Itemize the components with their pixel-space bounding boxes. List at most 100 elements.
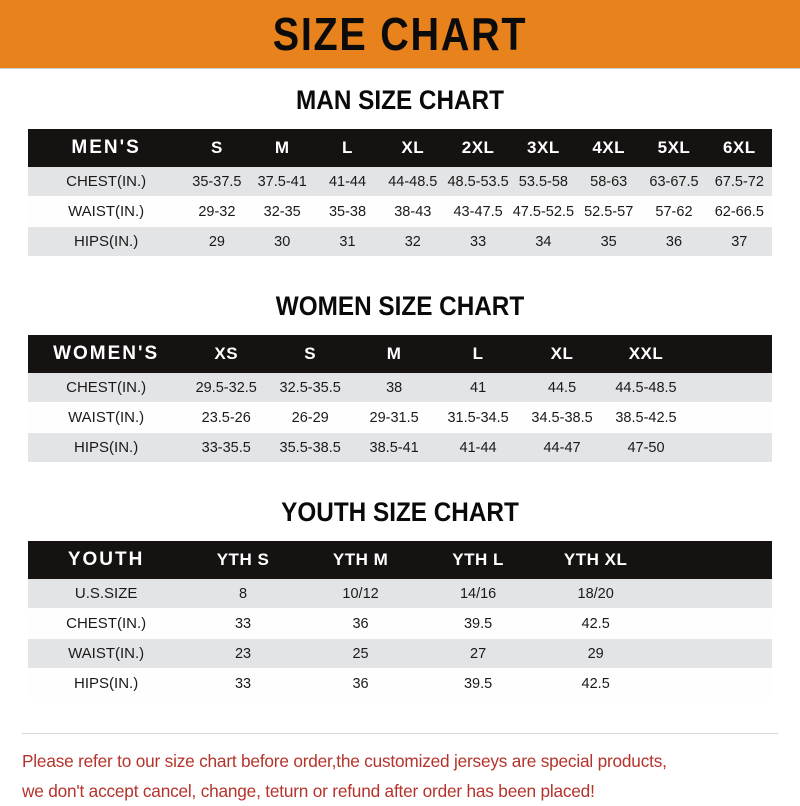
women-cell: 31.5-34.5 bbox=[436, 402, 521, 433]
men-size-header-6xl: 6XL bbox=[722, 138, 756, 157]
men-cell: 36 bbox=[641, 226, 707, 257]
women-cell: 38.5-41 bbox=[352, 432, 437, 463]
youth-section-title: YOUTH SIZE CHART bbox=[281, 497, 519, 527]
women-size-header-m: M bbox=[386, 344, 402, 363]
women-row-label: CHEST(IN.) bbox=[28, 373, 185, 403]
youth-cell-empty bbox=[654, 638, 772, 669]
men-cell: 52.5-57 bbox=[576, 196, 642, 227]
youth-cell: 27 bbox=[419, 638, 537, 669]
table-row: CHEST(IN.) 33 36 39.5 42.5 bbox=[28, 608, 772, 639]
youth-cell: 36 bbox=[301, 608, 420, 639]
table-row: HIPS(IN.) 33 36 39.5 42.5 bbox=[28, 668, 772, 699]
youth-cell: 36 bbox=[301, 668, 420, 699]
youth-size-header-yth-l: YTH L bbox=[452, 550, 504, 569]
youth-cell: 23 bbox=[184, 638, 302, 669]
youth-row-label: WAIST(IN.) bbox=[28, 638, 185, 669]
women-row-label: HIPS(IN.) bbox=[28, 432, 185, 463]
men-size-header-m: M bbox=[274, 138, 290, 157]
men-cell: 37 bbox=[706, 226, 772, 257]
youth-cell: 39.5 bbox=[419, 608, 537, 639]
women-cell-empty bbox=[687, 432, 772, 463]
youth-size-header-yth-s: YTH S bbox=[216, 550, 270, 569]
men-header-label: MEN'S bbox=[71, 137, 141, 158]
men-cell: 29 bbox=[184, 226, 250, 257]
men-cell: 43-47.5 bbox=[445, 196, 511, 227]
women-cell: 44.5 bbox=[520, 373, 605, 403]
youth-row-label: CHEST(IN.) bbox=[28, 608, 185, 639]
women-size-header-empty bbox=[687, 335, 772, 373]
women-cell: 32.5-35.5 bbox=[268, 373, 353, 403]
youth-row-label: U.S.SIZE bbox=[28, 579, 185, 609]
men-size-header-4xl: 4XL bbox=[592, 138, 626, 157]
table-row: CHEST(IN.) 35-37.5 37.5-41 41-44 44-48.5 48.5… bbox=[28, 167, 772, 197]
men-cell: 37.5-41 bbox=[249, 167, 315, 197]
men-cell: 53.5-58 bbox=[510, 167, 577, 197]
women-cell: 41 bbox=[436, 373, 521, 403]
page-banner: SIZE CHART bbox=[0, 0, 800, 69]
table-row: WAIST(IN.) 29-32 32-35 35-38 38-43 43-47.5 47.… bbox=[28, 196, 772, 227]
men-row-label: HIPS(IN.) bbox=[28, 226, 185, 257]
table-row: WAIST(IN.) 23 25 27 29 bbox=[28, 638, 772, 669]
women-size-header-s: S bbox=[304, 344, 317, 363]
men-cell: 47.5-52.5 bbox=[510, 196, 577, 227]
youth-size-header-yth-xl: YTH XL bbox=[563, 550, 628, 569]
women-size-header-xl: XL bbox=[550, 344, 574, 363]
youth-header-label: YOUTH bbox=[67, 549, 145, 570]
page-title: SIZE CHART bbox=[272, 8, 528, 60]
women-cell: 44-47 bbox=[520, 432, 605, 463]
youth-cell: 14/16 bbox=[419, 579, 537, 609]
table-row: CHEST(IN.) 29.5-32.5 32.5-35.5 38 41 44.5 44.5… bbox=[28, 373, 772, 403]
men-cell: 67.5-72 bbox=[706, 167, 772, 197]
spacer bbox=[0, 527, 800, 541]
table-row: HIPS(IN.) 29 30 31 32 33 34 35 36 37 bbox=[28, 226, 772, 257]
spacer bbox=[0, 69, 800, 85]
men-cell: 35-38 bbox=[314, 196, 381, 227]
women-size-header-xs: XS bbox=[214, 344, 239, 363]
youth-cell: 8 bbox=[184, 579, 302, 609]
youth-cell: 10/12 bbox=[301, 579, 420, 609]
men-cell: 62-66.5 bbox=[706, 196, 772, 227]
men-cell: 38-43 bbox=[380, 196, 446, 227]
footer-line-1: Please refer to our size chart before or… bbox=[22, 751, 667, 771]
men-cell: 31 bbox=[314, 226, 381, 257]
youth-table-header-row: YOUTH YTH S YTH M YTH L YTH XL bbox=[28, 541, 772, 579]
women-cell: 33-35.5 bbox=[184, 432, 269, 463]
women-row-label: WAIST(IN.) bbox=[28, 402, 185, 433]
men-cell: 63-67.5 bbox=[641, 167, 707, 197]
women-cell: 29-31.5 bbox=[352, 402, 437, 433]
men-size-header-xl: XL bbox=[401, 138, 425, 157]
youth-chart-block: YOUTH YTH S YTH M YTH L YTH XL U.S.SIZE 8 10/12… bbox=[28, 541, 772, 699]
youth-cell-empty bbox=[654, 668, 772, 699]
men-row-label: CHEST(IN.) bbox=[28, 167, 185, 197]
men-size-header-5xl: 5XL bbox=[657, 138, 691, 157]
men-size-table: MEN'S S M L XL 2XL 3XL 4XL 5XL 6XL CHEST(IN.) 35-37… bbox=[28, 129, 772, 257]
youth-cell: 18/20 bbox=[536, 579, 655, 609]
men-cell: 35 bbox=[576, 226, 642, 257]
women-cell: 38 bbox=[352, 373, 437, 403]
women-section-title: WOMEN SIZE CHART bbox=[275, 291, 525, 321]
women-cell: 23.5-26 bbox=[184, 402, 269, 433]
table-row: HIPS(IN.) 33-35.5 35.5-38.5 38.5-41 41-44 44-… bbox=[28, 432, 772, 463]
youth-cell: 29 bbox=[536, 638, 655, 669]
youth-cell-empty bbox=[654, 579, 772, 609]
women-size-header-xxl: XXL bbox=[628, 344, 664, 363]
women-cell: 34.5-38.5 bbox=[520, 402, 605, 433]
youth-size-header-empty bbox=[654, 541, 772, 579]
youth-cell: 42.5 bbox=[536, 668, 655, 699]
footer-line-2: we don't accept cancel, change, teturn o… bbox=[22, 781, 595, 801]
men-cell: 41-44 bbox=[314, 167, 381, 197]
women-cell: 44.5-48.5 bbox=[604, 373, 688, 403]
men-cell: 44-48.5 bbox=[380, 167, 446, 197]
youth-cell-empty bbox=[654, 608, 772, 639]
men-chart-block: MEN'S S M L XL 2XL 3XL 4XL 5XL 6XL CHEST(IN.) 35-37… bbox=[28, 129, 772, 257]
women-cell: 41-44 bbox=[436, 432, 521, 463]
women-table-header-row: WOMEN'S XS S M L XL XXL bbox=[28, 335, 772, 373]
men-cell: 32 bbox=[380, 226, 446, 257]
spacer bbox=[0, 115, 800, 129]
table-row: WAIST(IN.) 23.5-26 26-29 29-31.5 31.5-34.5 34… bbox=[28, 402, 772, 433]
women-cell: 26-29 bbox=[268, 402, 353, 433]
men-size-header-3xl: 3XL bbox=[527, 138, 560, 157]
women-cell: 35.5-38.5 bbox=[268, 432, 353, 463]
women-header-label: WOMEN'S bbox=[53, 343, 160, 364]
